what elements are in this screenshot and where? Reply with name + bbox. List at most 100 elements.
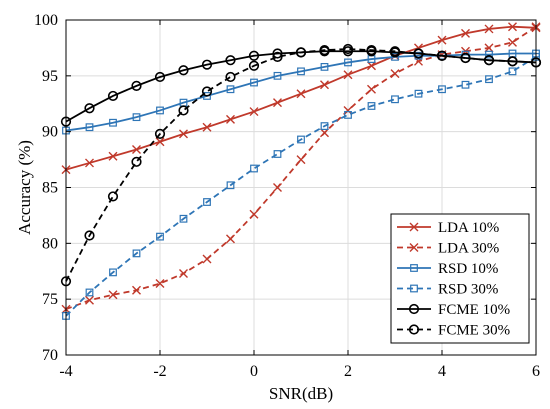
series-rsd-30- [62, 52, 540, 320]
data-point [297, 135, 305, 144]
data-point [85, 295, 94, 305]
series-line [65, 48, 537, 282]
legend-marker [408, 303, 420, 315]
data-point [154, 71, 166, 83]
data-point [226, 181, 235, 190]
legend-item: RSD 10% [397, 261, 498, 277]
data-point [461, 28, 470, 38]
y-axis-label: Accuracy (%) [15, 140, 34, 235]
data-point [179, 214, 188, 223]
data-point [437, 35, 447, 45]
series-line [65, 56, 537, 317]
data-point [461, 80, 470, 89]
data-point [155, 137, 165, 147]
legend-item: RSD 30% [397, 282, 498, 298]
y-tick-label: 100 [34, 12, 58, 29]
legend-item: LDA 30% [397, 241, 499, 257]
data-point [249, 107, 259, 117]
data-point [343, 70, 353, 80]
data-point [225, 55, 236, 66]
legend-label: LDA 10% [438, 220, 499, 236]
data-point [272, 51, 283, 62]
series-lda-30- [61, 22, 541, 314]
x-tick-label: -2 [153, 363, 166, 380]
data-point [109, 118, 117, 127]
data-point [508, 67, 517, 76]
legend-label: FCME 30% [438, 323, 510, 339]
data-point [179, 268, 188, 278]
legend-item: FCME 30% [397, 323, 510, 339]
data-point [508, 22, 517, 32]
data-point [201, 86, 213, 97]
data-point [156, 232, 164, 241]
legend-item: FCME 10% [397, 302, 510, 318]
legend-item: LDA 10% [397, 220, 499, 236]
data-point [249, 209, 259, 219]
legend-marker [410, 264, 418, 272]
data-point [109, 268, 117, 277]
data-point [389, 46, 401, 57]
series-line [65, 25, 537, 311]
data-point [295, 47, 307, 58]
axis-ticks: -4 -2 0 2 4 6 70 75 80 85 90 95 100 [34, 12, 540, 380]
data-point [391, 95, 399, 104]
data-point [248, 50, 260, 61]
legend-label: RSD 30% [438, 282, 498, 298]
legend-marker [410, 284, 418, 293]
data-point [414, 89, 423, 98]
data-point [391, 52, 399, 61]
data-point [226, 85, 235, 94]
data-point [390, 69, 400, 79]
y-tick-label: 75 [42, 291, 58, 308]
data-point [436, 50, 448, 61]
data-point [107, 191, 119, 202]
data-point [273, 183, 282, 192]
y-tick-label: 80 [42, 235, 58, 252]
y-tick-label: 70 [42, 347, 58, 364]
data-point [483, 55, 495, 66]
data-point [296, 89, 306, 99]
data-point [344, 58, 352, 67]
series-rsd-10- [62, 49, 540, 135]
data-point [248, 60, 260, 71]
series-lda-10- [61, 22, 541, 175]
data-point [250, 78, 258, 87]
data-point [342, 43, 354, 55]
legend-label: RSD 10% [438, 261, 498, 277]
data-point [460, 52, 471, 64]
data-point [154, 128, 166, 139]
data-point [272, 48, 283, 59]
data-point [85, 123, 94, 132]
data-point [273, 71, 282, 80]
legend-label: FCME 10% [438, 302, 510, 318]
data-point [484, 24, 494, 34]
legend-label: LDA 30% [438, 241, 499, 257]
legend-box [390, 213, 530, 344]
data-point [319, 45, 330, 56]
data-point [202, 254, 212, 264]
x-tick-label: 0 [250, 363, 258, 380]
legend: LDA 10% LDA 30% RSD 10% RSD 30% FCME 10% FCME… [390, 213, 530, 344]
data-point [179, 129, 188, 139]
data-point [484, 43, 494, 53]
data-point [203, 198, 211, 206]
y-tick-label: 95 [42, 68, 58, 85]
data-point [485, 50, 493, 59]
x-axis-label: SNR(dB) [269, 384, 333, 403]
data-point [132, 285, 141, 295]
data-point [85, 158, 94, 168]
data-point [367, 102, 376, 110]
data-point [108, 290, 118, 300]
series-line [65, 52, 536, 132]
data-point [320, 80, 329, 90]
data-point [320, 62, 329, 71]
x-tick-label: -4 [59, 363, 72, 380]
data-point [507, 56, 518, 67]
data-point [131, 156, 142, 167]
x-tick-label: 4 [438, 363, 446, 380]
data-point [320, 122, 329, 130]
data-point [250, 164, 258, 173]
data-point [226, 114, 235, 124]
data-point [273, 98, 282, 108]
